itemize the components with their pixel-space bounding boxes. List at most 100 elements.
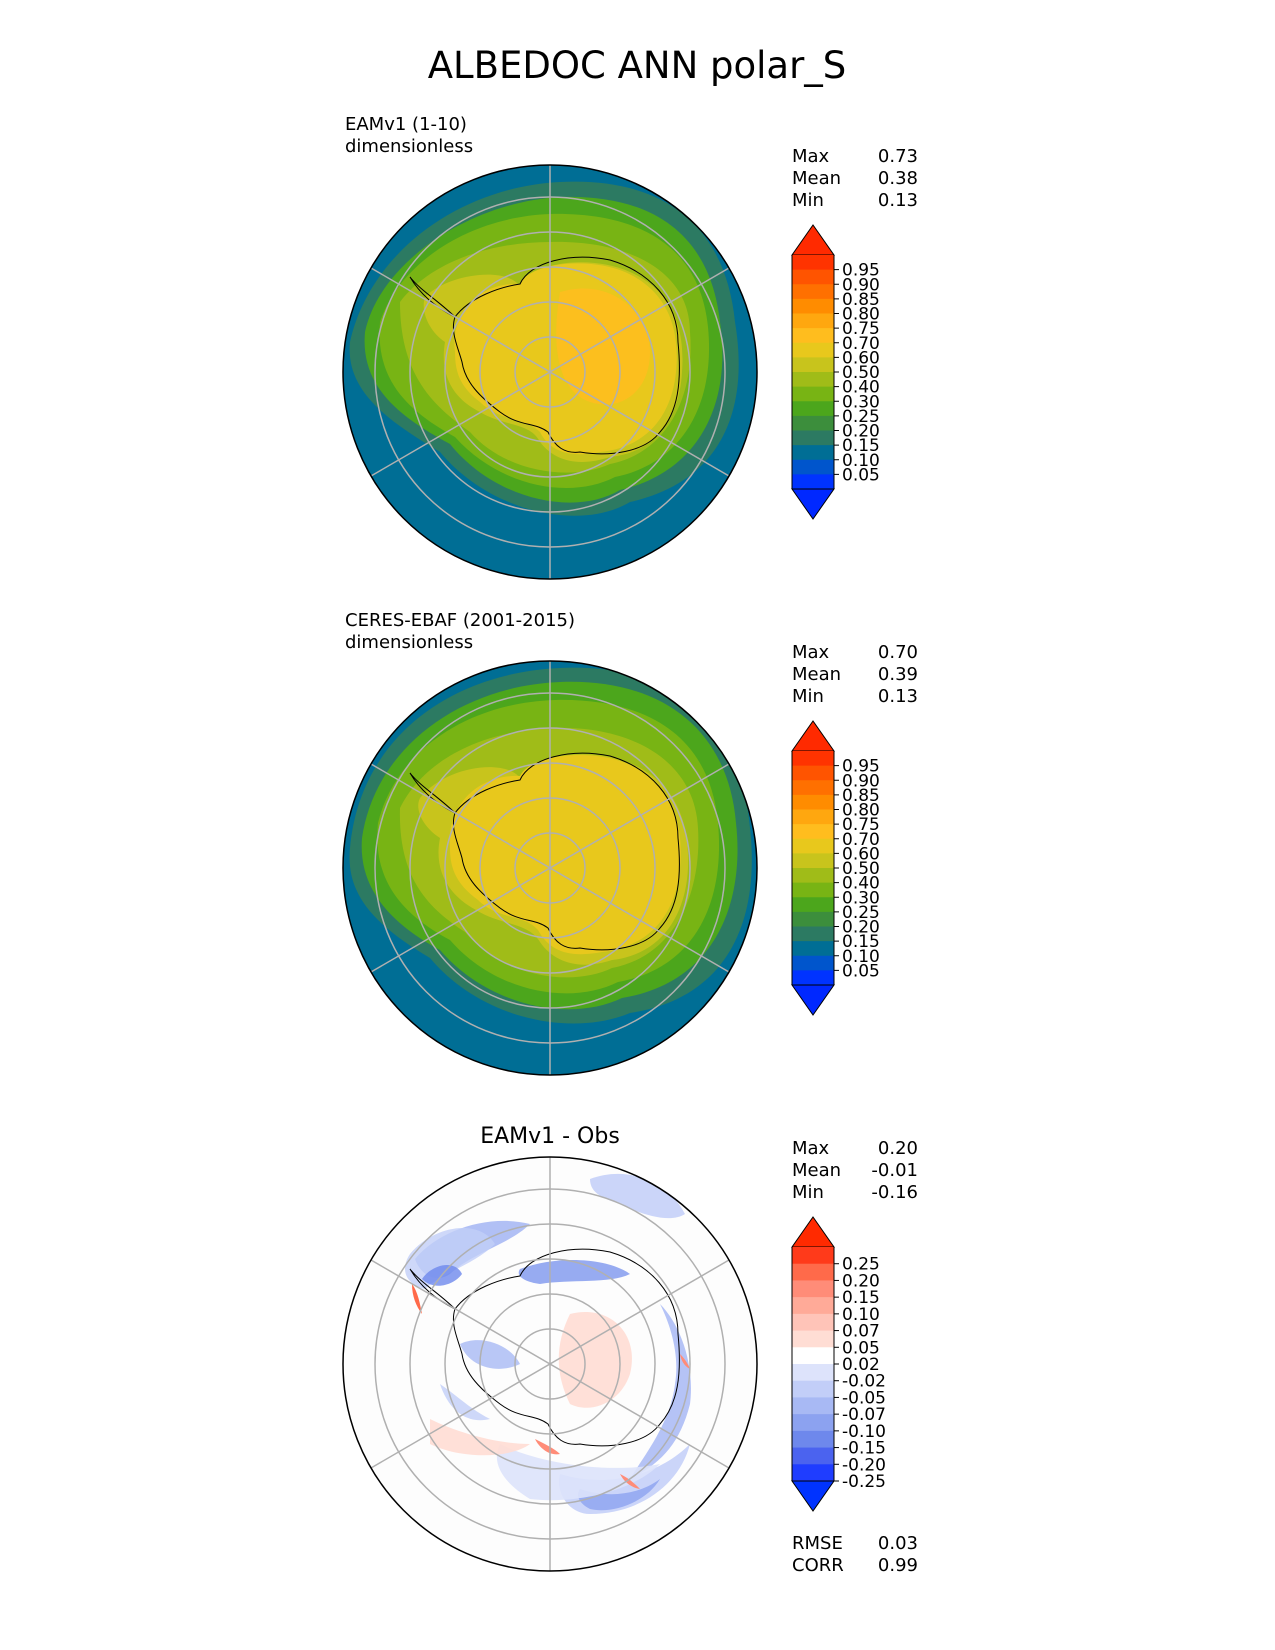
metric-label: CORR (792, 1555, 844, 1576)
colorbar-tick-label: 0.85 (842, 290, 880, 310)
map-frame (342, 1156, 758, 1572)
colorbar-segment (792, 372, 834, 388)
map-frame (342, 164, 758, 580)
colorbar-tick-label: 0.20 (842, 422, 880, 442)
colorbar-segment (792, 474, 834, 490)
metric-value: 0.99 (878, 1555, 918, 1576)
colorbar-tick-label: -0.15 (842, 1439, 886, 1459)
model-map (343, 165, 757, 579)
colorbar-tick-label: 0.75 (842, 815, 880, 835)
colorbar-extend-bottom (791, 488, 835, 520)
colorbar-segment (792, 415, 834, 432)
colorbar-segment (792, 1347, 834, 1365)
colorbar-extend-bottom (791, 984, 835, 1016)
colorbar-tick-label: 0.50 (842, 363, 880, 383)
diff-region-negative (518, 1259, 630, 1284)
colorbar-tick-label: 0.95 (842, 757, 880, 777)
diff-region-negative (590, 1173, 685, 1219)
stat-label: Mean (792, 1160, 841, 1181)
stats-block: Max 0.70 Mean 0.39 Min 0.13 (792, 642, 918, 707)
colorbar-segment (792, 882, 834, 898)
stat-value: 0.13 (878, 686, 918, 707)
colorbar-segment (792, 1380, 834, 1399)
diff-region-negative (578, 1479, 660, 1511)
graticule (370, 165, 730, 579)
colorbar-tick-label: 0.15 (842, 932, 880, 952)
stat-value: -0.01 (871, 1160, 918, 1181)
colorbar-segment (792, 357, 834, 373)
colorbar-tick-label: 0.02 (842, 1355, 880, 1375)
stat-label: Mean (792, 664, 841, 685)
panel-model-label: EAMv1 (1-10) (345, 114, 467, 135)
colorbar-segment (792, 824, 834, 840)
colorbar-tick-label: -0.05 (842, 1388, 886, 1408)
colorbar-tick-label: 0.30 (842, 392, 880, 412)
diff-region-negative (460, 1340, 520, 1369)
colorbar-tick-label: 0.80 (842, 801, 880, 821)
colorbar-segment (792, 897, 834, 913)
colorbar-tick-label: 0.90 (842, 771, 880, 791)
graticule (370, 1157, 730, 1571)
colorbar-tick-label: 0.25 (842, 1255, 880, 1275)
colorbar-tick-label: 0.05 (842, 465, 880, 485)
diff-region-positive (412, 1284, 422, 1314)
colorbar-segment (792, 1364, 834, 1382)
colorbar-segment (792, 1397, 834, 1415)
colorbar-segment (792, 1280, 834, 1298)
colorbar-tick-label: 0.75 (842, 319, 880, 339)
stat-label: Min (792, 686, 824, 707)
stat-value: -0.16 (871, 1182, 918, 1203)
graticule (370, 661, 730, 1075)
colorbar-segment (792, 328, 834, 344)
stat-value: 0.20 (878, 1138, 918, 1159)
colorbar-segment (792, 1414, 834, 1432)
colorbar-segment (792, 459, 834, 475)
colorbar-tick-label: 0.85 (842, 786, 880, 806)
diff-region-negative (630, 1304, 691, 1479)
colorbar-tick-label: 0.95 (842, 261, 880, 281)
colorbar-segment (792, 1297, 834, 1315)
diff-region-positive (430, 1419, 530, 1456)
colorbar-tick-label: 0.50 (842, 859, 880, 879)
colorbar-tick-label: 0.60 (842, 844, 880, 864)
colorbar: 0.950.900.850.800.750.700.600.500.400.30… (791, 224, 880, 520)
colorbar-segment (792, 1263, 834, 1282)
panel-model-units: dimensionless (345, 136, 473, 157)
colorbar-tick-label: 0.20 (842, 1271, 880, 1291)
colorbar-segment (792, 838, 834, 854)
albedo-band-070 (449, 754, 681, 955)
colorbar-tick-label: 0.25 (842, 903, 880, 923)
diff-region-positive (535, 1439, 560, 1455)
colorbar-segment (792, 911, 834, 928)
metric-label: RMSE (792, 1533, 843, 1554)
colorbar-segment (792, 313, 834, 329)
colorbar-segment (792, 809, 834, 825)
diff-map (343, 1157, 757, 1571)
colorbar-segment (792, 1247, 834, 1265)
colorbar: 0.950.900.850.800.750.700.600.500.400.30… (791, 720, 880, 1016)
diff-region-positive (680, 1354, 690, 1369)
colorbar-extend-top (791, 224, 835, 256)
stat-value: 0.13 (878, 190, 918, 211)
colorbar-tick-label: 0.80 (842, 305, 880, 325)
colorbar-tick-label: 0.15 (842, 436, 880, 456)
panel-obs: CERES-EBAF (2001-2015) dimensionless (342, 610, 918, 1076)
stat-value: 0.70 (878, 642, 918, 663)
colorbar-tick-label: -0.10 (842, 1422, 886, 1442)
stat-label: Max (792, 642, 830, 663)
colorbar-segment (792, 955, 834, 971)
colorbar-segment (792, 970, 834, 986)
metric-value: 0.03 (878, 1533, 918, 1554)
metrics-block: RMSE 0.03 CORR 0.99 (792, 1533, 918, 1576)
colorbar-tick-label: -0.02 (842, 1372, 886, 1392)
colorbar-segment (792, 1330, 834, 1348)
colorbar-tick-label: 0.10 (842, 1305, 880, 1325)
stat-value: 0.38 (878, 168, 918, 189)
colorbar-segment (792, 386, 834, 402)
colorbar-segment (792, 853, 834, 869)
figure-title: ALBEDOC ANN polar_S (428, 44, 847, 87)
stats-block: Max 0.20 Mean -0.01 Min -0.16 (792, 1138, 918, 1203)
colorbar-tick-label: 0.40 (842, 874, 880, 894)
colorbar: 0.250.200.150.100.070.050.02-0.02-0.05-0… (791, 1216, 886, 1512)
